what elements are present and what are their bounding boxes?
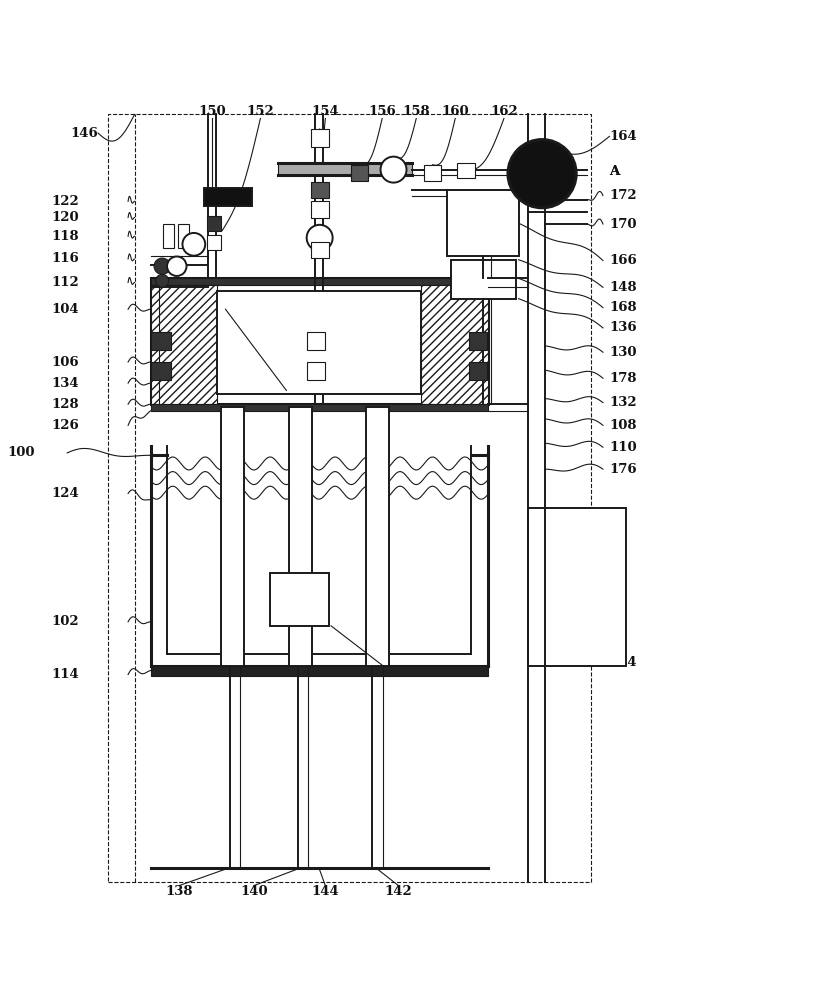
Text: 118: 118 — [52, 230, 80, 243]
Circle shape — [380, 157, 406, 183]
Bar — [107, 114, 591, 882]
Bar — [457, 163, 475, 178]
Text: 164: 164 — [610, 130, 637, 143]
Bar — [447, 190, 519, 256]
Text: 112: 112 — [51, 276, 80, 289]
Text: 126: 126 — [51, 419, 80, 432]
Text: 154: 154 — [312, 105, 339, 118]
Text: 158: 158 — [402, 105, 430, 118]
Bar — [424, 165, 440, 181]
Text: 150: 150 — [198, 105, 225, 118]
Text: 168: 168 — [610, 301, 637, 314]
Text: 134: 134 — [52, 377, 80, 390]
Circle shape — [154, 258, 170, 274]
Bar — [177, 224, 189, 248]
Bar — [311, 129, 329, 147]
Text: 110: 110 — [610, 441, 637, 454]
Text: 148: 148 — [610, 281, 637, 294]
Text: 130: 130 — [610, 346, 637, 359]
Text: 156: 156 — [368, 105, 396, 118]
Bar — [307, 362, 325, 380]
Circle shape — [508, 140, 576, 208]
Text: 100: 100 — [7, 446, 35, 459]
Bar — [307, 332, 325, 350]
Text: 122: 122 — [51, 195, 80, 208]
Text: 142: 142 — [384, 885, 412, 898]
Bar — [151, 332, 171, 350]
Text: 102: 102 — [52, 615, 80, 628]
Bar — [469, 332, 487, 350]
Circle shape — [182, 233, 205, 256]
Bar — [311, 182, 329, 198]
Text: 136: 136 — [610, 321, 637, 334]
Text: 144: 144 — [312, 885, 339, 898]
Text: 128: 128 — [52, 398, 80, 411]
Circle shape — [167, 256, 186, 276]
Bar — [204, 188, 252, 206]
Text: 162: 162 — [490, 105, 518, 118]
Bar — [289, 407, 312, 666]
Bar — [151, 666, 488, 676]
Text: 146: 146 — [70, 127, 98, 140]
Bar — [366, 407, 388, 666]
Text: 174: 174 — [610, 656, 637, 669]
Bar — [270, 573, 329, 626]
Text: 176: 176 — [610, 463, 637, 476]
Text: 152: 152 — [247, 105, 274, 118]
Bar — [207, 216, 221, 231]
Text: 160: 160 — [441, 105, 469, 118]
Circle shape — [307, 225, 333, 251]
Text: 178: 178 — [610, 372, 637, 385]
Text: 120: 120 — [52, 211, 80, 224]
Bar — [451, 260, 516, 299]
Text: 132: 132 — [610, 396, 637, 409]
Text: 172: 172 — [610, 189, 637, 202]
Bar — [217, 291, 421, 394]
Bar — [221, 407, 244, 666]
Text: A: A — [610, 165, 619, 178]
Text: 138: 138 — [165, 885, 193, 898]
Bar — [163, 224, 174, 248]
Text: 116: 116 — [51, 252, 80, 265]
Text: A: A — [610, 165, 619, 178]
Bar — [207, 235, 221, 250]
Bar — [151, 362, 171, 380]
Bar — [151, 404, 488, 411]
Text: 166: 166 — [610, 254, 637, 267]
Circle shape — [155, 274, 168, 287]
Bar — [278, 163, 412, 175]
Bar — [421, 285, 488, 404]
Text: 170: 170 — [610, 218, 637, 231]
Bar — [311, 242, 329, 258]
Text: 108: 108 — [610, 419, 637, 432]
Bar — [469, 362, 487, 380]
Bar — [151, 285, 217, 404]
Text: 106: 106 — [52, 356, 80, 369]
Text: 140: 140 — [240, 885, 268, 898]
Bar — [311, 201, 329, 218]
Bar — [352, 165, 368, 181]
Text: 124: 124 — [51, 487, 80, 500]
Bar — [151, 278, 488, 285]
Bar — [528, 508, 626, 666]
Text: 104: 104 — [52, 303, 80, 316]
Text: 114: 114 — [51, 668, 80, 681]
Bar — [151, 278, 488, 404]
